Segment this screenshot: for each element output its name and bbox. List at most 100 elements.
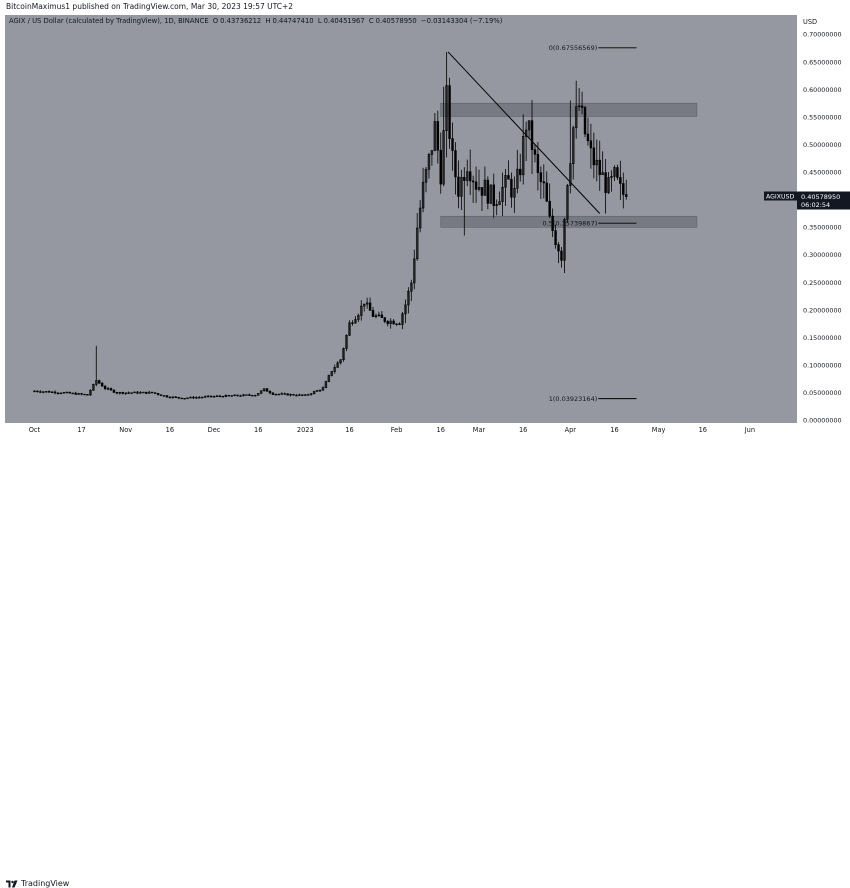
legend-close-label: C [368, 17, 374, 25]
candle [362, 303, 366, 312]
candle [98, 379, 101, 384]
candle [625, 179, 628, 200]
candle-body [572, 127, 575, 164]
candle-body [145, 391, 148, 394]
symbol-tag: AGIXUSD [764, 191, 797, 201]
legend-change: −0.03143304 (−7.19%) [420, 17, 503, 25]
candle-body [162, 395, 166, 397]
candle-body [33, 390, 36, 393]
price-tick-label: 0.70000000 [803, 31, 842, 39]
candle-body [280, 393, 283, 395]
candle-body [45, 391, 48, 393]
candle [174, 396, 177, 398]
candle-body [533, 149, 537, 155]
brand[interactable]: TradingView [6, 879, 69, 888]
chart-area[interactable]: 0(0.67556569) 0.5(0.35739867) 1(0.03923164… [5, 15, 797, 423]
candle [189, 396, 192, 399]
candle [230, 395, 233, 397]
candle [121, 391, 124, 395]
candle [468, 149, 472, 196]
candle [309, 393, 313, 396]
candle [321, 386, 325, 391]
candle [233, 394, 236, 397]
candle-body [271, 392, 275, 395]
candle-body [583, 107, 587, 135]
candle-body [604, 172, 607, 194]
candle-body [362, 303, 366, 307]
candle-body [318, 389, 322, 392]
candle [586, 117, 590, 146]
candle-body [68, 391, 71, 394]
price-axis[interactable]: USD 0.70000000 0.65000000 0.60000000 0.55000… [797, 15, 850, 423]
current-price-tag-bg [797, 191, 850, 210]
candle-body [507, 175, 510, 180]
candle-body [115, 392, 119, 394]
candle [142, 391, 145, 394]
candle-body [536, 154, 540, 173]
candle-body [86, 394, 89, 396]
candle-body [510, 178, 513, 198]
candle [280, 392, 283, 395]
candle-body [262, 388, 266, 392]
candle-body [345, 335, 348, 349]
candle-body [330, 371, 334, 376]
candle [598, 140, 601, 191]
candle-body [569, 163, 572, 186]
candle [595, 139, 599, 182]
candle [212, 395, 216, 398]
candle [345, 334, 348, 352]
candle [519, 153, 522, 182]
candle-body [206, 395, 210, 398]
candle [262, 388, 266, 392]
candle-body [527, 120, 531, 131]
candle [277, 393, 281, 396]
candle-body [548, 200, 551, 217]
candle-body [357, 315, 360, 320]
candle-body [136, 391, 139, 394]
candle [195, 396, 198, 399]
publish-header: BitcoinMaximus1 published on TradingView… [0, 0, 850, 14]
price-chart[interactable]: 0(0.67556569) 0.5(0.35739867) 1(0.03923164… [5, 15, 797, 423]
candle-body [95, 380, 98, 385]
candle-body [504, 175, 507, 188]
candle-body [327, 375, 331, 382]
candle-body [189, 396, 192, 399]
time-axis-svg: Oct 17 Nov 16 Dec 16 2023 16 Feb 16 Mar 16 Apr 16 May 1… [29, 426, 755, 434]
candle [221, 395, 225, 398]
candle-body [489, 184, 493, 204]
candle-body [468, 171, 472, 182]
candle [206, 395, 210, 398]
candle [418, 200, 422, 233]
time-tick-label: 16 [519, 426, 527, 434]
candle-body [474, 181, 478, 190]
candle-body [333, 367, 336, 372]
candle-body [483, 179, 487, 196]
candle-body [401, 313, 404, 325]
candle [457, 160, 460, 209]
candle-body [286, 393, 289, 396]
candle-body [71, 392, 74, 395]
candle [589, 123, 593, 169]
candle-body [301, 394, 304, 396]
price-tick-label: 0.35000000 [803, 224, 842, 232]
time-axis[interactable]: Oct 17 Nov 16 Dec 16 2023 16 Feb 16 Mar 16 Apr 16 May 1… [5, 423, 797, 437]
candle [401, 312, 404, 330]
candle-body [103, 385, 107, 390]
candle [569, 100, 572, 194]
candle-body [198, 396, 201, 399]
candle [42, 391, 45, 394]
candle [330, 371, 334, 377]
candle-body [524, 129, 528, 137]
candle-body [415, 227, 419, 260]
candle [413, 249, 416, 290]
candle-body [77, 393, 80, 395]
candle-body [466, 171, 469, 181]
candle [47, 390, 51, 393]
candle [439, 132, 442, 194]
candle-body [133, 391, 136, 394]
candle-body [424, 169, 428, 183]
candle [39, 390, 42, 394]
candle [236, 394, 239, 397]
candle-body [442, 130, 445, 185]
candle-body [463, 177, 466, 181]
